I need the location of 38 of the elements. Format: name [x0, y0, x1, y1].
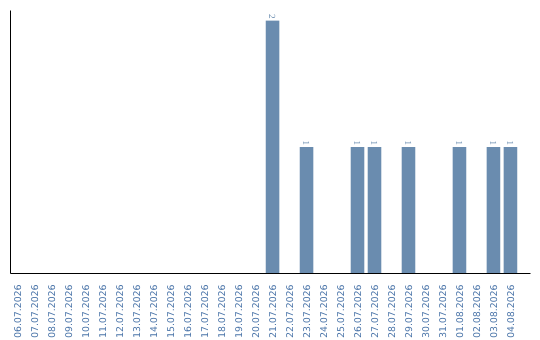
x-tick-label: 17.07.2026	[200, 284, 212, 338]
x-tick-label: 21.07.2026	[268, 284, 280, 338]
x-tick-label: 16.07.2026	[183, 284, 194, 338]
data-label: 1	[452, 140, 463, 146]
x-tick-label: 31.07.2026	[438, 284, 449, 338]
x-tick-label: 11.07.2026	[98, 284, 110, 338]
x-tick-label: 10.07.2026	[81, 284, 92, 338]
data-label: 2	[266, 14, 276, 19]
x-tick-label: 18.07.2026	[217, 284, 228, 338]
x-tick-label: 20.07.2026	[251, 284, 262, 338]
x-tick-label: 14.07.2026	[149, 284, 160, 338]
x-tick-label: 07.07.2026	[30, 284, 42, 338]
data-label: 1	[504, 140, 514, 146]
x-tick-label: 09.07.2026	[64, 284, 76, 338]
data-label: 1	[368, 140, 378, 146]
x-tick-label: 22.07.2026	[285, 284, 296, 338]
x-tick-label: 03.08.2026	[488, 284, 500, 338]
x-tick-label: 27.07.2026	[370, 284, 381, 338]
x-tick-label: 15.07.2026	[166, 284, 178, 338]
x-tick-label: 06.07.2026	[13, 284, 24, 338]
x-tick-label: 28.07.2026	[386, 284, 398, 338]
x-tick-label: 13.07.2026	[132, 284, 144, 338]
x-tick-label: 01.08.2026	[454, 284, 466, 338]
data-label: 1	[486, 140, 497, 146]
x-tick-label: 04.08.2026	[506, 284, 517, 338]
data-label: 1	[351, 140, 362, 146]
x-tick-label: 12.07.2026	[115, 284, 126, 338]
x-tick-label: 23.07.2026	[302, 284, 314, 338]
x-tick-label: 29.07.2026	[404, 284, 415, 338]
x-tick-label: 02.08.2026	[472, 284, 483, 338]
x-tick-label: 26.07.2026	[353, 284, 364, 338]
x-tick-label: 24.07.2026	[319, 284, 330, 338]
x-tick-label: 08.07.2026	[47, 284, 58, 338]
x-tick-label: 30.07.2026	[420, 284, 432, 338]
data-label: 1	[402, 140, 412, 146]
x-tick-label: 25.07.2026	[336, 284, 348, 338]
data-label: 1	[300, 140, 310, 146]
x-tick-label: 19.07.2026	[234, 284, 246, 338]
